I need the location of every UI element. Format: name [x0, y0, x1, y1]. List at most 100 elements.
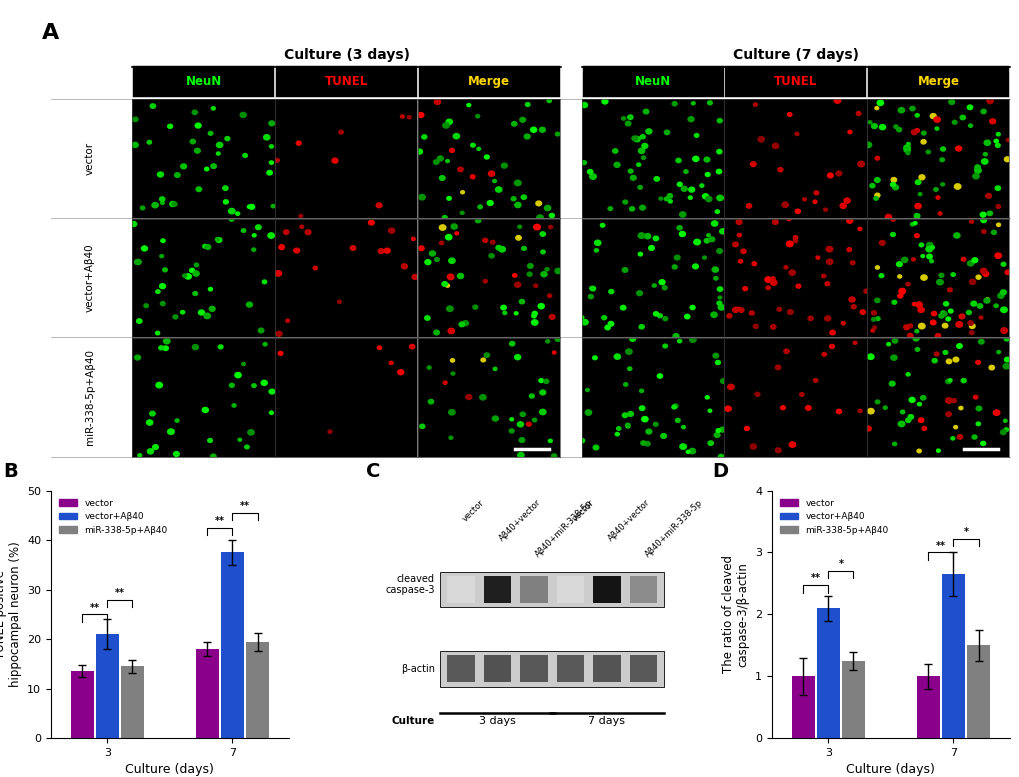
Circle shape: [661, 286, 666, 290]
Circle shape: [925, 242, 932, 248]
Circle shape: [608, 290, 613, 294]
Circle shape: [969, 220, 973, 223]
Circle shape: [384, 248, 389, 253]
Circle shape: [840, 204, 846, 208]
Circle shape: [446, 197, 450, 200]
Circle shape: [625, 424, 629, 428]
Circle shape: [581, 319, 588, 325]
Circle shape: [607, 322, 613, 326]
Circle shape: [786, 217, 791, 221]
Circle shape: [717, 455, 722, 458]
Circle shape: [418, 246, 424, 251]
Circle shape: [688, 117, 693, 122]
Circle shape: [439, 241, 443, 245]
Text: **: **: [90, 603, 100, 613]
Circle shape: [864, 426, 870, 431]
Circle shape: [275, 270, 281, 276]
Circle shape: [711, 267, 717, 272]
Circle shape: [677, 183, 682, 186]
Circle shape: [704, 395, 708, 399]
Circle shape: [994, 139, 998, 143]
Circle shape: [706, 234, 709, 237]
Circle shape: [821, 274, 825, 277]
Circle shape: [645, 429, 651, 434]
Circle shape: [639, 205, 645, 210]
Circle shape: [749, 311, 753, 315]
Bar: [446, 576, 475, 603]
Circle shape: [269, 145, 273, 148]
Circle shape: [914, 128, 918, 132]
Circle shape: [938, 158, 944, 162]
Circle shape: [716, 249, 721, 253]
Circle shape: [190, 139, 196, 144]
Circle shape: [774, 448, 781, 453]
Circle shape: [544, 267, 548, 271]
Circle shape: [874, 266, 878, 269]
Circle shape: [533, 225, 540, 230]
Circle shape: [974, 168, 980, 173]
Circle shape: [914, 113, 918, 117]
Circle shape: [913, 214, 919, 218]
Circle shape: [950, 273, 955, 277]
Circle shape: [245, 445, 249, 449]
Circle shape: [873, 197, 877, 200]
Circle shape: [621, 117, 626, 120]
Circle shape: [988, 119, 995, 124]
Circle shape: [502, 312, 506, 315]
Circle shape: [548, 225, 552, 228]
Circle shape: [1003, 420, 1006, 423]
Circle shape: [914, 180, 920, 185]
Circle shape: [929, 320, 935, 325]
Circle shape: [703, 157, 709, 162]
Circle shape: [641, 144, 647, 148]
Circle shape: [551, 454, 556, 458]
Circle shape: [585, 410, 591, 415]
Y-axis label: TUNEL-positive
hippocampal neuron (%): TUNEL-positive hippocampal neuron (%): [0, 542, 21, 687]
Circle shape: [147, 420, 153, 425]
Circle shape: [142, 246, 148, 251]
Circle shape: [639, 325, 644, 329]
Circle shape: [774, 365, 780, 370]
Circle shape: [952, 120, 956, 124]
Circle shape: [823, 316, 829, 321]
Circle shape: [660, 434, 665, 438]
Circle shape: [886, 343, 890, 346]
Circle shape: [738, 308, 743, 312]
Circle shape: [466, 395, 472, 399]
Bar: [132, 65, 274, 97]
Circle shape: [955, 322, 962, 327]
Circle shape: [982, 271, 987, 277]
Circle shape: [448, 436, 452, 439]
Circle shape: [764, 277, 770, 282]
Circle shape: [782, 202, 788, 207]
Circle shape: [159, 346, 163, 350]
Circle shape: [714, 361, 719, 364]
Circle shape: [713, 433, 719, 437]
Bar: [96, 634, 119, 738]
Circle shape: [500, 305, 505, 310]
Circle shape: [828, 344, 834, 348]
Circle shape: [529, 394, 534, 398]
Circle shape: [951, 399, 956, 402]
Circle shape: [535, 201, 541, 206]
Circle shape: [717, 296, 721, 299]
Circle shape: [715, 429, 719, 433]
Circle shape: [285, 319, 289, 322]
Circle shape: [708, 237, 714, 242]
Circle shape: [971, 435, 976, 439]
Circle shape: [870, 311, 875, 315]
Circle shape: [1004, 337, 1008, 341]
Circle shape: [946, 359, 951, 364]
Circle shape: [896, 262, 902, 267]
Circle shape: [519, 299, 524, 304]
Text: **: **: [215, 516, 225, 526]
Circle shape: [516, 235, 521, 240]
Circle shape: [141, 206, 145, 210]
Circle shape: [979, 212, 985, 217]
Circle shape: [492, 416, 498, 421]
Circle shape: [890, 355, 896, 361]
Bar: [520, 576, 547, 603]
Circle shape: [211, 164, 216, 169]
Circle shape: [744, 427, 749, 430]
Circle shape: [972, 395, 977, 399]
